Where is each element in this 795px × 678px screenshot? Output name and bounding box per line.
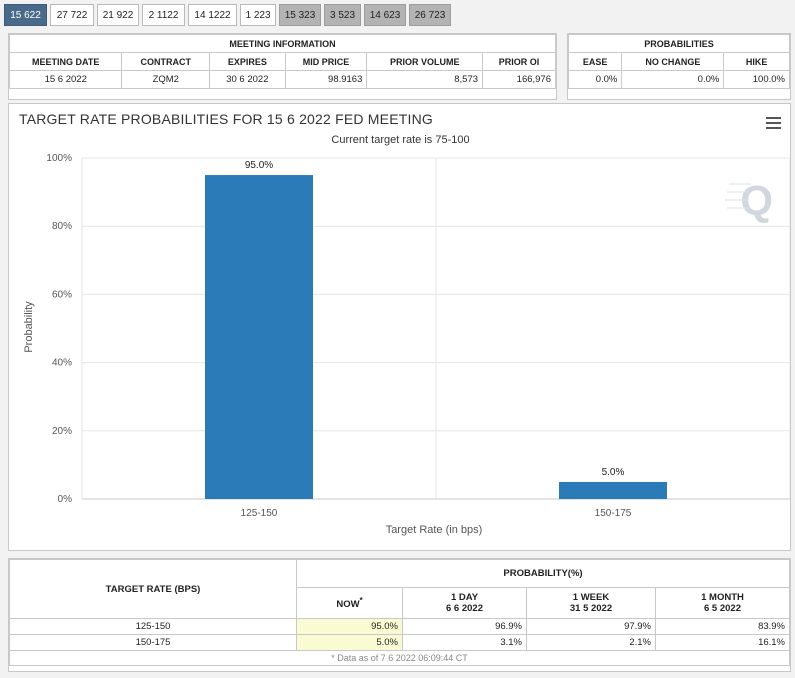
q-logo-icon: Q [725, 177, 773, 224]
y-tick-label: 80% [52, 221, 72, 232]
data-label: 95.0% [245, 160, 273, 171]
meeting-date-value: 15 6 2022 [8, 70, 123, 89]
header-mid-price: MID PRICE [284, 52, 368, 71]
header-prior-volume: PRIOR VOLUME [366, 52, 484, 71]
header-contract: CONTRACT [121, 52, 211, 71]
tab-meeting-1[interactable]: 15 622 [4, 4, 47, 26]
header-ease: EASE [567, 52, 623, 71]
one-day-header: 1 DAY 6 6 2022 [402, 587, 527, 619]
y-tick-label: 60% [52, 289, 72, 300]
contract-value: ZQM2 [121, 70, 211, 89]
now-cell: 95.0% [296, 618, 403, 635]
prior-oi-value: 166,976 [482, 70, 556, 89]
chart-panel: TARGET RATE PROBABILITIES FOR 15 6 2022 … [8, 103, 791, 551]
no-change-value: 0.0% [621, 70, 725, 89]
y-tick-label: 0% [58, 494, 73, 505]
y-tick-label: 20% [52, 426, 72, 437]
now-header: NOW* [296, 587, 403, 619]
one-month-header: 1 MONTH 6 5 2022 [655, 587, 790, 619]
probabilities-title: PROBABILITIES [568, 34, 790, 53]
tab-meeting-7[interactable]: 15 323 [279, 4, 321, 26]
mid-price-value: 98.9163 [284, 70, 368, 89]
x-tick-label: 150-175 [595, 508, 632, 519]
target-rate-header: TARGET RATE (BPS) [9, 559, 297, 619]
header-no-change: NO CHANGE [621, 52, 725, 71]
x-axis-label: Target Rate (in bps) [386, 524, 483, 536]
tab-meeting-10[interactable]: 26 723 [409, 4, 451, 26]
tab-meeting-4[interactable]: 2 1122 [142, 4, 185, 26]
meeting-information-panel: MEETING INFORMATION MEETING DATE CONTRAC… [8, 33, 557, 100]
chart-subtitle: Current target rate is 75-100 [331, 134, 470, 146]
chart-title: TARGET RATE PROBABILITIES FOR 15 6 2022 … [19, 111, 433, 127]
one-week-header: 1 WEEK 31 5 2022 [526, 587, 656, 619]
header-prior-oi: PRIOR OI [482, 52, 556, 71]
expires-value: 30 6 2022 [209, 70, 286, 89]
probability-history-panel: TARGET RATE (BPS) PROBABILITY(%) NOW* 1 … [8, 558, 791, 672]
header-expires: EXPIRES [209, 52, 286, 71]
y-axis-label: Probability [23, 301, 35, 353]
y-tick-label: 100% [46, 153, 72, 164]
probabilities-panel: PROBABILITIES EASE NO CHANGE HIKE 0.0% 0… [567, 33, 791, 100]
svg-text:Q: Q [740, 177, 773, 224]
y-tick-label: 40% [52, 358, 72, 369]
one-month-cell: 16.1% [655, 634, 790, 651]
meeting-information-table: MEETING INFORMATION MEETING DATE CONTRAC… [8, 34, 556, 89]
prior-volume-value: 8,573 [366, 70, 484, 89]
tab-meeting-2[interactable]: 27 722 [50, 4, 94, 26]
now-cell: 5.0% [296, 634, 403, 651]
one-week-cell: 2.1% [526, 634, 656, 651]
ease-value: 0.0% [567, 70, 623, 89]
one-day-cell: 3.1% [402, 634, 527, 651]
tab-meeting-9[interactable]: 14 623 [364, 4, 406, 26]
tab-meeting-8[interactable]: 3 523 [324, 4, 361, 26]
table-row: 125-150 95.0% 96.9% 97.9% 83.9% [9, 618, 790, 635]
x-tick-label: 125-150 [241, 508, 278, 519]
chart-svg: Q 0% 20% 40% 60% 80% 100% 95.0% 125-150 5.0% 150-… [23, 153, 790, 536]
one-month-cell: 83.9% [655, 618, 790, 635]
header-meeting-date: MEETING DATE [8, 52, 123, 71]
tab-meeting-5[interactable]: 14 1222 [188, 4, 237, 26]
meeting-information-title: MEETING INFORMATION [9, 34, 556, 53]
tab-meeting-3[interactable]: 21 922 [97, 4, 139, 26]
table-row: 150-175 5.0% 3.1% 2.1% 16.1% [9, 634, 790, 651]
tab-meeting-6[interactable]: 1 223 [240, 4, 276, 26]
one-day-cell: 96.9% [402, 618, 527, 635]
rate-cell: 150-175 [9, 634, 297, 651]
rate-cell: 125-150 [9, 618, 297, 635]
hike-value: 100.0% [723, 70, 790, 89]
probability-history-table: TARGET RATE (BPS) PROBABILITY(%) NOW* 1 … [9, 559, 790, 666]
header-hike: HIKE [723, 52, 790, 71]
chart-menu-icon[interactable] [766, 117, 781, 129]
bar [205, 175, 313, 500]
probabilities-table: PROBABILITIES EASE NO CHANGE HIKE 0.0% 0… [567, 34, 790, 89]
bar [559, 481, 667, 499]
data-label: 5.0% [602, 467, 625, 478]
data-timestamp-footnote: * Data as of 7 6 2022 06:09:44 CT [9, 650, 790, 666]
one-week-cell: 97.9% [526, 618, 656, 635]
probability-header: PROBABILITY(%) [296, 559, 790, 588]
